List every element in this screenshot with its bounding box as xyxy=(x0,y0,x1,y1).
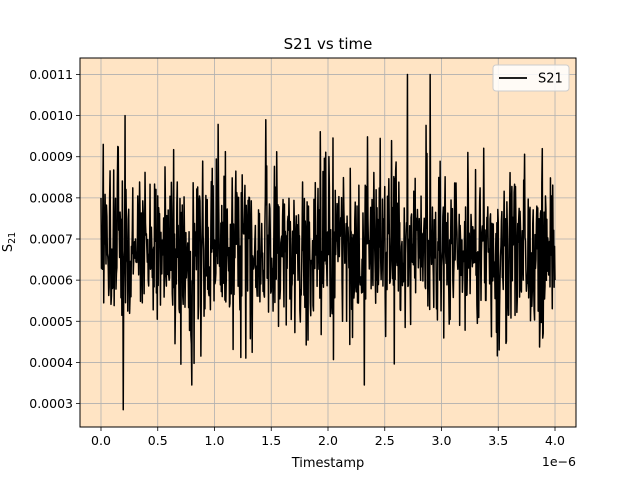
x-axis-ticks: 0.0 0.5 1.0 1.5 2.0 2.5 3.0 3.5 4.0 xyxy=(91,427,565,448)
x-tick-label: 2.5 xyxy=(375,433,395,448)
x-tick-label: 2.0 xyxy=(318,433,338,448)
legend-label: S21 xyxy=(538,72,563,87)
x-axis-label: Timestamp xyxy=(291,456,365,471)
y-axis-ticks: 0.0003 0.0004 0.0005 0.0006 0.0007 0.0008 0.00… xyxy=(29,67,80,411)
chart-title: S21 vs time xyxy=(284,35,373,53)
x-tick-label: 0.5 xyxy=(148,433,168,448)
y-tick-label: 0.0008 xyxy=(29,190,73,205)
y-tick-label: 0.0010 xyxy=(29,108,73,123)
x-tick-label: 3.0 xyxy=(432,433,452,448)
y-tick-label: 0.0006 xyxy=(29,273,73,288)
y-tick-label: 0.0004 xyxy=(29,355,73,370)
y-tick-label: 0.0009 xyxy=(29,149,73,164)
y-axis-label-base: S xyxy=(1,244,16,252)
y-axis-label-subscript: 21 xyxy=(7,232,18,244)
x-tick-label: 1.0 xyxy=(205,433,225,448)
y-tick-label: 0.0005 xyxy=(29,314,73,329)
legend: S21 xyxy=(492,64,570,92)
y-tick-label: 0.0007 xyxy=(29,232,73,247)
x-tick-label: 1.5 xyxy=(261,433,281,448)
y-tick-label: 0.0003 xyxy=(29,396,73,411)
x-tick-label: 3.5 xyxy=(488,433,508,448)
series-line-s21 xyxy=(100,73,556,411)
x-tick-label: 0.0 xyxy=(91,433,111,448)
y-axis-label: S21 xyxy=(1,232,18,252)
y-tick-label: 0.0011 xyxy=(29,67,73,82)
series-layer xyxy=(100,73,556,411)
legend-box xyxy=(492,64,570,92)
x-tick-label: 4.0 xyxy=(545,433,565,448)
x-axis-offset-label: 1e−6 xyxy=(542,454,576,469)
